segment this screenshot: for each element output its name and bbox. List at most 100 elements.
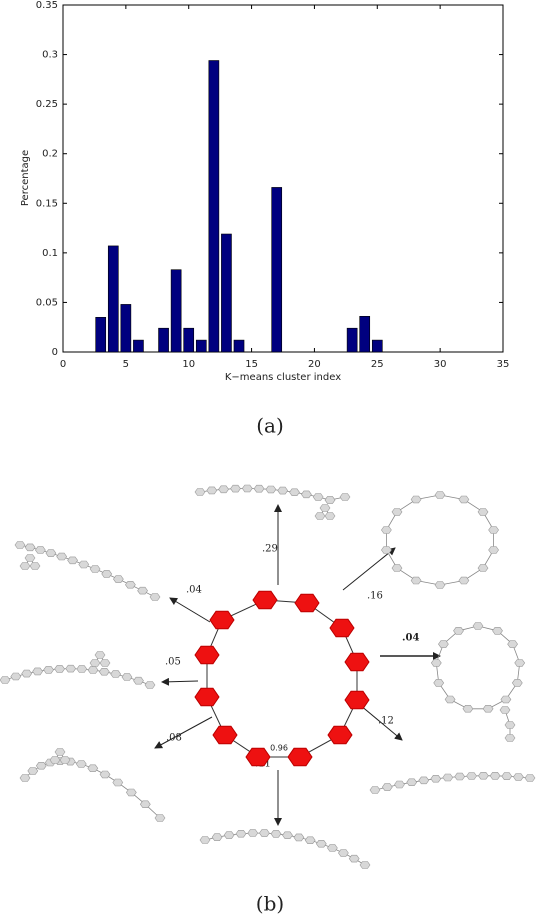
chain-node — [500, 695, 512, 704]
ring-node — [344, 690, 370, 710]
bar — [107, 245, 119, 353]
chain-node — [253, 484, 265, 493]
ring-node — [294, 593, 320, 613]
y-tick-label: 0.3 — [42, 50, 58, 61]
bar — [371, 339, 383, 353]
chain-node — [406, 778, 418, 787]
bar — [271, 187, 283, 353]
chain-node — [453, 626, 464, 635]
chain-node — [21, 669, 33, 678]
x-tick-label: 5 — [123, 359, 129, 370]
edge-label: .05 — [165, 657, 181, 668]
chain-node — [381, 783, 393, 791]
chain-node — [369, 786, 381, 794]
y-tick-label: 0 — [52, 347, 58, 358]
bar — [195, 339, 207, 353]
chain-node — [35, 761, 47, 770]
chain-node — [391, 564, 403, 572]
chain-node — [511, 679, 523, 687]
chain-node — [289, 488, 300, 497]
chain-node — [319, 504, 331, 512]
ring-node — [327, 725, 353, 745]
chain-node — [56, 552, 68, 561]
chain-node — [194, 488, 206, 496]
chain-node — [54, 665, 65, 673]
chain-node — [394, 780, 405, 789]
chain-node — [339, 493, 351, 501]
x-axis-label: K−means cluster index — [225, 372, 341, 383]
chain-node — [27, 767, 39, 775]
chain-node — [458, 495, 470, 504]
chain-node — [49, 756, 61, 764]
chain-node — [472, 622, 484, 630]
chain-node — [462, 704, 474, 713]
ring-node — [329, 618, 355, 638]
chain-node — [324, 496, 336, 504]
x-tick-label: 20 — [308, 359, 321, 370]
bar — [120, 304, 132, 353]
edge-label: .04 — [402, 633, 419, 644]
ring-node — [344, 652, 370, 672]
chain-node — [199, 836, 211, 844]
chain-node — [301, 490, 312, 499]
diagram: .29 .16 .04 .12 .11 .08 .05 .04 0.96 — [0, 484, 536, 869]
chain-node — [410, 576, 422, 585]
chain-node — [381, 526, 392, 534]
arrow — [359, 704, 403, 741]
chain-node — [133, 676, 144, 685]
bar — [221, 233, 232, 353]
chain-node — [488, 546, 499, 554]
chain-node — [24, 554, 36, 562]
chain-node — [98, 667, 110, 676]
chain-node — [139, 800, 151, 809]
chain-node — [87, 764, 99, 773]
chain-node — [442, 773, 454, 782]
chain-node — [282, 831, 293, 840]
chain-node — [19, 774, 31, 782]
y-tick-label: 0.2 — [42, 149, 58, 160]
chain-node — [433, 679, 445, 687]
bar — [133, 339, 144, 353]
chain-node — [444, 695, 456, 704]
chain-node — [112, 778, 124, 787]
chain-node — [125, 580, 136, 589]
chain-node — [76, 665, 88, 673]
chain-node — [87, 666, 99, 674]
ring-label: 0.96 — [270, 744, 288, 753]
chain-node — [492, 626, 503, 635]
chain-node — [35, 546, 46, 554]
bar — [95, 316, 107, 353]
chain-node — [304, 836, 316, 845]
chain-node — [348, 854, 360, 863]
chain-node — [75, 760, 87, 768]
chain-node — [434, 491, 446, 499]
chain-node — [218, 485, 229, 494]
chain-node — [430, 774, 442, 783]
chain-node — [32, 667, 43, 676]
chain-node — [29, 562, 41, 570]
chain-node — [482, 704, 494, 713]
chain-node — [247, 829, 259, 837]
bar — [183, 327, 195, 353]
bar — [170, 269, 182, 353]
chain-node — [230, 484, 241, 493]
chain-node — [277, 486, 289, 495]
chain-node — [94, 651, 106, 659]
chain-node — [312, 493, 324, 501]
axes-frame — [62, 4, 504, 353]
bar — [158, 327, 169, 353]
chain-node — [477, 564, 489, 572]
chain-node — [270, 830, 282, 838]
edge-label: .16 — [367, 591, 383, 602]
chain-node — [206, 486, 218, 495]
chain-node — [324, 512, 336, 520]
chain-node — [43, 666, 54, 674]
y-axis-label: Percentage — [20, 150, 31, 206]
chain-node — [99, 770, 111, 779]
chain-node — [125, 788, 137, 797]
chain-node — [241, 484, 253, 493]
chain-node — [121, 673, 133, 681]
y-tick-label: 0.1 — [42, 248, 58, 259]
